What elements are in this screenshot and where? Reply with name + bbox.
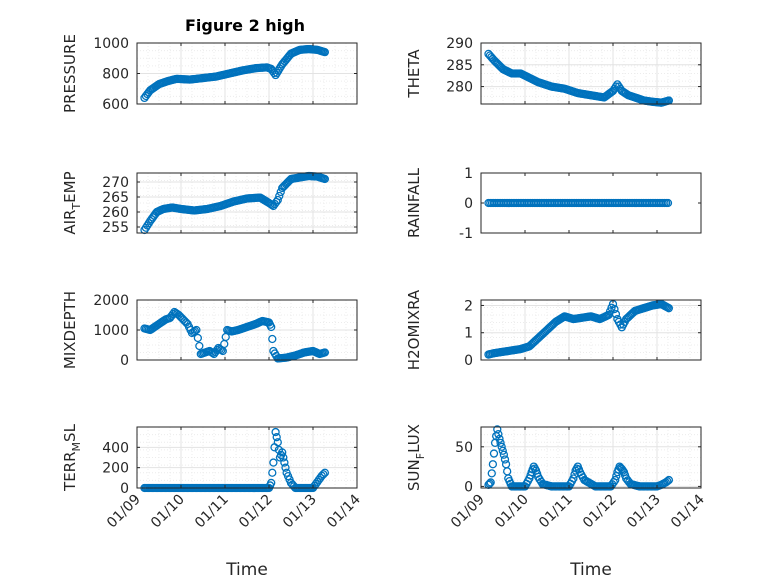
data-point	[320, 174, 330, 184]
data-point	[497, 442, 506, 451]
subplot-4: -1 0 1 RAINFALL	[405, 166, 702, 242]
y-tick-label: 400	[102, 440, 129, 456]
y-tick-label: 800	[102, 67, 129, 83]
data-point	[610, 304, 619, 314]
subplot-1: 600 800 1000 PRESSURE	[61, 34, 358, 113]
data-point	[495, 434, 504, 444]
axes-box	[480, 42, 702, 105]
data-point	[195, 341, 204, 351]
x-axis-label: Time	[225, 560, 268, 580]
data-point	[269, 68, 279, 78]
y-tick-label: 200	[102, 461, 129, 477]
data-point	[663, 477, 672, 486]
y-axis-label: PRESSURE	[61, 34, 79, 113]
subplot-5: 0 1000 2000 MIXDEPTH	[61, 291, 358, 369]
y-tick-label: 1000	[93, 323, 129, 339]
data-point	[611, 309, 621, 319]
axes-box	[136, 172, 358, 234]
y-tick-label: 1000	[93, 36, 129, 52]
y-tick-label: 255	[102, 220, 129, 236]
data-point	[269, 458, 278, 467]
data-point	[193, 333, 203, 343]
data-point	[280, 458, 289, 467]
data-point	[493, 425, 502, 434]
data-point	[487, 469, 496, 478]
y-tick-label: -1	[459, 226, 473, 242]
data-point	[273, 195, 282, 205]
data-point	[499, 450, 509, 459]
data-point	[485, 479, 494, 488]
y-tick-label: 600	[102, 97, 129, 113]
axes-box	[480, 426, 702, 489]
y-tick-label: 0	[464, 196, 473, 212]
data-point	[494, 429, 503, 439]
data-point	[320, 468, 330, 477]
data-point	[611, 475, 620, 485]
data-point	[489, 449, 499, 458]
subplot-6: 0 1 2 H2OMIXRA	[405, 289, 702, 370]
data-point	[611, 82, 621, 91]
data-point	[664, 304, 674, 313]
y-tick-label: 0	[464, 479, 473, 495]
data-point	[278, 448, 287, 457]
y-tick-label: 260	[102, 205, 129, 221]
y-tick-label: 0	[464, 353, 473, 369]
y-tick-label: 265	[102, 190, 129, 206]
x-axis-label: Time	[569, 560, 612, 580]
data-point	[500, 455, 510, 464]
data-point	[279, 453, 288, 462]
y-tick-label: 0	[120, 353, 129, 369]
axes-box	[480, 299, 702, 361]
data-point	[271, 427, 280, 437]
data-point	[268, 334, 277, 344]
y-axis-label: AIRTEMP	[61, 171, 83, 234]
data-point	[618, 466, 628, 475]
data-point	[496, 438, 505, 447]
data-point	[267, 478, 276, 488]
data-point	[281, 463, 290, 472]
data-point	[663, 198, 673, 208]
y-axis-label: MIXDEPTH	[61, 291, 79, 369]
y-tick-label: 2000	[93, 293, 129, 309]
data-point	[267, 322, 276, 332]
y-tick-label: 285	[446, 58, 473, 74]
y-tick-label: 50	[455, 440, 473, 456]
data-point	[275, 191, 284, 201]
axes-box	[136, 426, 358, 489]
y-tick-label: 290	[446, 36, 473, 52]
data-point	[486, 478, 495, 487]
data-point	[498, 446, 507, 455]
y-axis-label: TERRMSL	[61, 423, 83, 492]
y-tick-label: 2	[464, 298, 473, 314]
data-point	[273, 438, 282, 447]
data-point	[192, 325, 201, 335]
data-point	[320, 348, 330, 357]
data-point	[488, 460, 498, 469]
y-tick-label: 0	[120, 481, 129, 497]
y-tick-label: 1	[464, 166, 473, 182]
y-axis-label: THETA	[405, 49, 423, 99]
y-axis-label: SUNFLUX	[405, 424, 427, 491]
y-axis-label: RAINFALL	[405, 167, 423, 238]
data-point	[664, 475, 674, 485]
data-point	[569, 474, 578, 483]
y-tick-label: 280	[446, 80, 473, 96]
y-axis-label: H2OMIXRA	[405, 289, 423, 370]
data-point	[190, 326, 200, 336]
data-point	[320, 48, 330, 57]
subplot-2: 280 285 290 THETA	[405, 36, 702, 107]
data-point	[272, 433, 281, 442]
data-point	[268, 468, 277, 477]
y-tick-label: 1	[464, 326, 473, 342]
figure-title: Figure 2 high	[185, 16, 305, 35]
y-tick-label: 270	[102, 175, 129, 191]
data-point	[319, 470, 328, 479]
